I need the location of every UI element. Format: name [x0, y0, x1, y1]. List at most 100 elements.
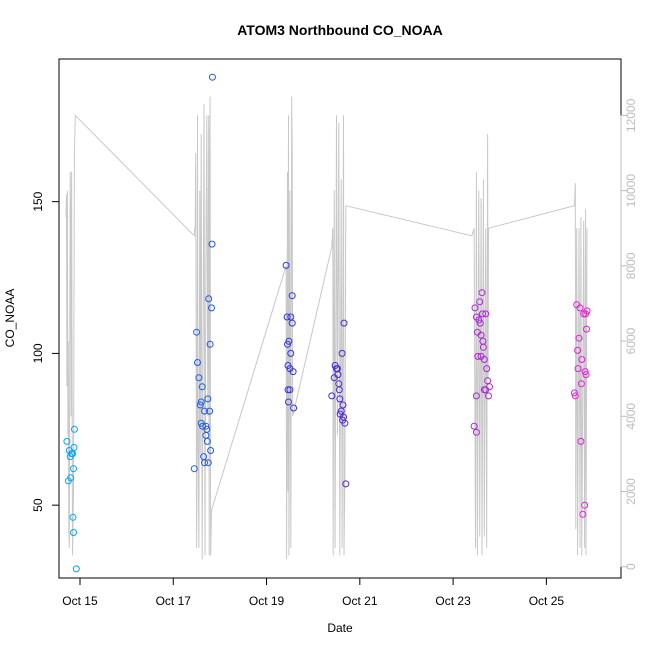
x-axis: Oct 15 Oct 17 Oct 19 Oct 21 Oct 23 Oct 25 [62, 577, 565, 608]
data-point [470, 422, 478, 430]
data-point [205, 295, 213, 303]
data-point [581, 368, 589, 376]
data-point [287, 349, 295, 357]
data-point [285, 337, 293, 345]
data-point [575, 334, 583, 342]
data-point [577, 380, 585, 388]
data-point [485, 392, 492, 400]
x-tick-label: Oct 19 [249, 594, 285, 608]
data-point [206, 407, 214, 415]
y-axis-label: CO_NOAA [3, 289, 17, 348]
data-point [70, 425, 78, 433]
data-point [204, 395, 212, 403]
data-point [289, 368, 297, 376]
data-point [285, 398, 292, 406]
data-point [342, 480, 350, 488]
y-tick-label: 150 [31, 191, 45, 211]
data-point [335, 386, 343, 394]
data-point [579, 510, 587, 518]
data-point [334, 371, 342, 379]
data-point [63, 437, 71, 445]
data-point [484, 377, 492, 385]
y2-axis: 0 2000 4000 6000 8000 10000 12000 [620, 98, 638, 570]
data-point [570, 389, 578, 397]
y2-tick-label: 0 [624, 563, 638, 570]
data-point [67, 474, 75, 482]
data-point [574, 346, 582, 354]
data-point [576, 304, 584, 312]
data-point [193, 328, 201, 336]
x-tick-label: Oct 23 [435, 594, 471, 608]
data-point [583, 307, 591, 315]
data-point [474, 352, 482, 360]
data-point [72, 565, 80, 573]
data-point [478, 289, 486, 297]
y2-tick-label: 8000 [624, 252, 638, 279]
altitude-series [65, 96, 588, 560]
y2-tick-label: 4000 [624, 403, 638, 430]
data-point [195, 374, 203, 382]
data-point [288, 292, 296, 300]
data-point [207, 447, 215, 454]
data-point [203, 425, 211, 433]
data-point [583, 325, 590, 333]
data-point [336, 395, 344, 403]
data-point [476, 298, 484, 306]
data-point [338, 349, 346, 357]
data-point [198, 383, 206, 391]
data-point [482, 310, 490, 318]
x-tick-label: Oct 21 [342, 594, 378, 608]
data-point [197, 398, 205, 406]
data-point [203, 437, 211, 445]
data-point [208, 73, 216, 81]
y2-tick-label: 12000 [624, 98, 638, 132]
data-point [284, 386, 292, 394]
data-point [477, 331, 485, 339]
data-point [480, 356, 488, 363]
data-point [196, 401, 204, 409]
data-point [471, 304, 479, 312]
data-point [69, 513, 77, 521]
co-noaa-series [63, 73, 591, 573]
x-axis-label: Date [327, 621, 353, 635]
data-point [472, 392, 480, 400]
altitude-line [65, 96, 588, 560]
data-point [208, 304, 215, 312]
data-point [201, 407, 208, 415]
y2-tick-label: 2000 [624, 478, 638, 505]
data-point [70, 465, 77, 473]
data-point [339, 401, 347, 409]
data-point [582, 371, 590, 379]
x-tick-label: Oct 15 [62, 594, 98, 608]
y-axis: 50 100 150 [31, 191, 60, 512]
data-point [194, 359, 201, 366]
data-point [571, 392, 579, 400]
data-point [201, 459, 208, 467]
y-tick-label: 100 [31, 343, 45, 363]
data-point [290, 404, 298, 412]
data-point [190, 465, 198, 473]
y2-tick-label: 10000 [624, 174, 638, 208]
data-point [479, 343, 487, 351]
data-point [479, 310, 486, 318]
data-point [341, 419, 349, 427]
x-tick-label: Oct 25 [529, 594, 565, 608]
data-point [472, 428, 480, 436]
data-point [283, 313, 291, 321]
data-point [340, 319, 348, 327]
data-point [328, 392, 336, 400]
data-point [578, 356, 586, 363]
data-point [206, 340, 214, 348]
data-point [208, 240, 216, 248]
data-point [286, 386, 294, 394]
data-point [70, 444, 78, 451]
y-tick-label: 50 [31, 498, 45, 512]
chart-title: ATOM3 Northbound CO_NOAA [237, 22, 443, 38]
x-tick-label: Oct 17 [156, 594, 192, 608]
data-point [476, 319, 484, 327]
data-point [70, 529, 77, 536]
y2-tick-label: 6000 [624, 327, 638, 354]
data-point [204, 459, 212, 467]
data-point [577, 437, 585, 445]
